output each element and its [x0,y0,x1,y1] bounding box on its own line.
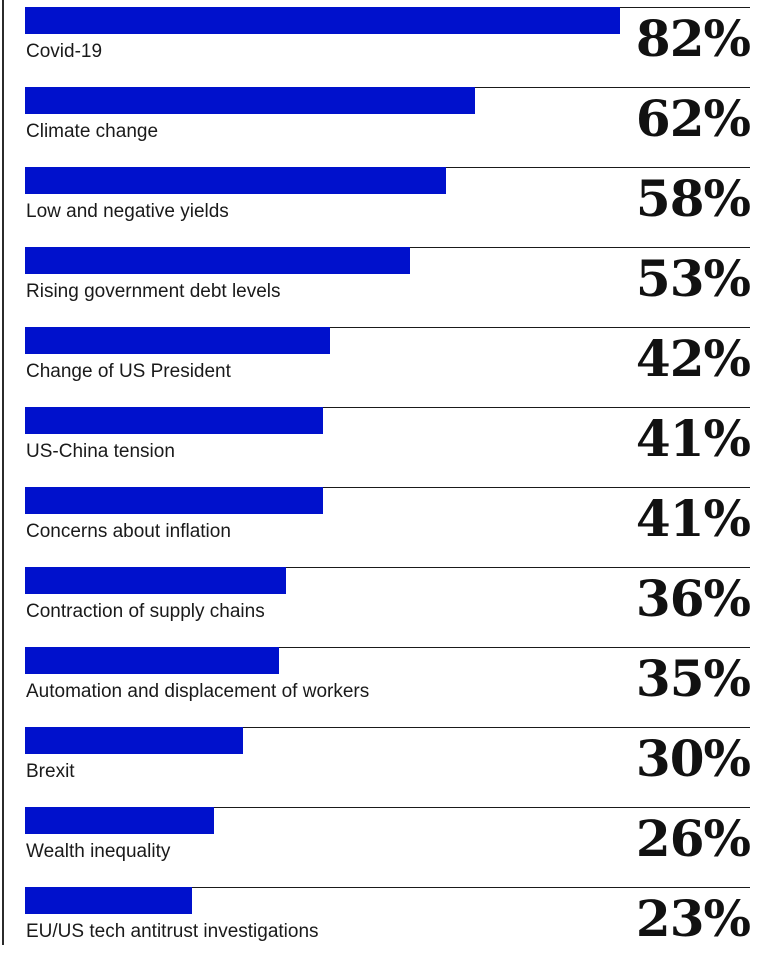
left-axis-rule [2,0,4,945]
row-divider [25,887,750,888]
category-label: Brexit [26,761,75,782]
value-label: 62% [635,89,751,148]
category-label: Wealth inequality [26,841,171,862]
bar-row: US-China tension 41% [25,400,751,480]
row-divider [25,727,750,728]
bar [25,247,410,274]
category-label: Concerns about inflation [26,521,231,542]
bar [25,727,243,754]
category-label: Climate change [26,121,159,142]
bar [25,327,330,354]
bar-row: Contraction of supply chains 36% [25,560,751,640]
row-divider [25,807,750,808]
value-label: 41% [635,489,751,548]
category-label: Automation and displacement of workers [26,681,370,702]
value-label: 53% [635,249,751,308]
value-label: 23% [635,889,751,948]
bar [25,87,475,114]
value-label: 41% [635,409,751,468]
value-label: 30% [635,729,751,788]
category-label: EU/US tech antitrust investigations [26,921,319,942]
bar [25,887,192,914]
bar [25,487,323,514]
bar-row: EU/US tech antitrust investigations 23% [25,880,751,960]
bar-row: Climate change 62% [25,80,751,160]
row-divider [25,647,750,648]
bar [25,7,620,34]
category-label: Change of US President [26,361,231,382]
bar [25,407,323,434]
category-label: US-China tension [26,441,175,462]
value-label: 58% [635,169,751,228]
category-label: Low and negative yields [26,201,229,222]
value-label: 26% [635,809,751,868]
value-label: 42% [635,329,751,388]
value-label: 35% [635,649,751,708]
category-label: Contraction of supply chains [26,601,265,622]
bar-row: Wealth inequality 26% [25,800,751,880]
bar [25,567,286,594]
bar-row: Rising government debt levels 53% [25,240,751,320]
bar-row: Change of US President 42% [25,320,751,400]
bar [25,647,279,674]
row-divider [25,327,750,328]
category-label: Rising government debt levels [26,281,281,302]
value-label: 36% [635,569,751,628]
bar-row: Automation and displacement of workers 35… [25,640,751,720]
bar [25,807,214,834]
row-divider [25,567,750,568]
bar-row: Brexit 30% [25,720,751,800]
bar-row: Covid-19 82% [25,0,751,80]
bar [25,167,446,194]
category-label: Covid-19 [26,41,103,62]
row-divider [25,487,750,488]
value-label: 82% [635,9,751,68]
row-divider [25,407,750,408]
bar-row: Concerns about inflation 41% [25,480,751,560]
bar-row: Low and negative yields 58% [25,160,751,240]
